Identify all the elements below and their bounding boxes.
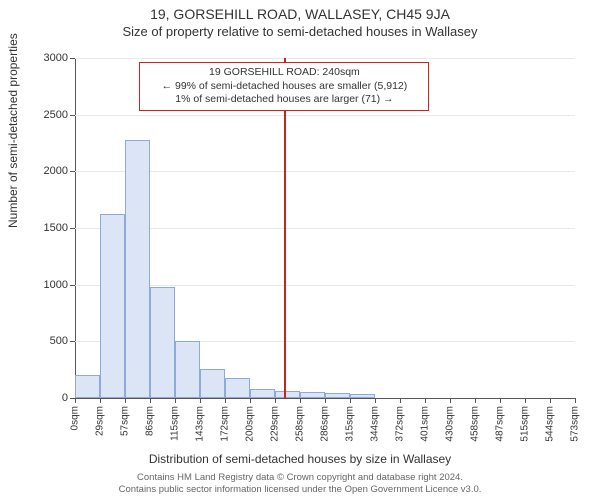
x-tick-label: 229sqm xyxy=(270,406,281,442)
y-tick-label: 500 xyxy=(8,335,68,347)
x-tick-mark xyxy=(75,398,76,403)
x-tick-mark xyxy=(125,398,126,403)
histogram-bar xyxy=(275,391,300,398)
x-tick-label: 86sqm xyxy=(145,406,156,436)
x-tick-mark xyxy=(225,398,226,403)
histogram-bar xyxy=(100,214,125,398)
footer: Contains HM Land Registry data © Crown c… xyxy=(0,472,600,496)
x-tick-label: 430sqm xyxy=(445,406,456,442)
histogram-bar xyxy=(150,287,175,398)
x-tick-label: 143sqm xyxy=(195,406,206,442)
histogram-bar xyxy=(175,341,200,398)
x-tick-label: 573sqm xyxy=(570,406,581,442)
x-tick-label: 315sqm xyxy=(345,406,356,442)
grid-line xyxy=(75,171,575,172)
y-tick-label: 1000 xyxy=(8,279,68,291)
histogram-bar xyxy=(125,140,150,398)
x-tick-label: 487sqm xyxy=(495,406,506,442)
histogram-bar xyxy=(225,378,250,398)
info-box-line-2: ← 99% of semi-detached houses are smalle… xyxy=(148,80,420,94)
y-tick-label: 1500 xyxy=(8,222,68,234)
chart-title-main: 19, GORSEHILL ROAD, WALLASEY, CH45 9JA xyxy=(0,0,600,22)
footer-line-1: Contains HM Land Registry data © Crown c… xyxy=(0,472,600,484)
x-tick-mark xyxy=(375,398,376,403)
x-tick-label: 0sqm xyxy=(70,406,81,430)
x-tick-mark xyxy=(525,398,526,403)
grid-line xyxy=(75,228,575,229)
grid-line xyxy=(75,58,575,59)
x-tick-mark xyxy=(250,398,251,403)
x-tick-label: 515sqm xyxy=(520,406,531,442)
x-tick-mark xyxy=(575,398,576,403)
x-tick-label: 344sqm xyxy=(370,406,381,442)
info-box: 19 GORSEHILL ROAD: 240sqm ← 99% of semi-… xyxy=(139,62,429,111)
x-tick-mark xyxy=(275,398,276,403)
x-tick-label: 544sqm xyxy=(545,406,556,442)
y-tick-label: 3000 xyxy=(8,52,68,64)
x-tick-mark xyxy=(175,398,176,403)
plot-area: 19 GORSEHILL ROAD: 240sqm ← 99% of semi-… xyxy=(75,58,575,398)
x-tick-mark xyxy=(400,398,401,403)
x-tick-label: 115sqm xyxy=(170,406,181,441)
x-tick-label: 401sqm xyxy=(420,406,431,442)
info-box-line-1: 19 GORSEHILL ROAD: 240sqm xyxy=(148,66,420,80)
x-tick-mark xyxy=(450,398,451,403)
x-tick-label: 458sqm xyxy=(470,406,481,442)
x-tick-mark xyxy=(350,398,351,403)
x-tick-label: 200sqm xyxy=(245,406,256,442)
x-tick-mark xyxy=(325,398,326,403)
x-tick-label: 372sqm xyxy=(395,406,406,442)
histogram-bar xyxy=(250,389,275,398)
x-tick-mark xyxy=(500,398,501,403)
footer-line-2: Contains public sector information licen… xyxy=(0,484,600,496)
histogram-bar xyxy=(200,369,225,398)
x-tick-mark xyxy=(550,398,551,403)
x-tick-label: 172sqm xyxy=(220,406,231,442)
grid-line xyxy=(75,115,575,116)
x-tick-mark xyxy=(475,398,476,403)
y-tick-label: 2500 xyxy=(8,109,68,121)
x-tick-label: 258sqm xyxy=(295,406,306,442)
x-tick-label: 286sqm xyxy=(320,406,331,442)
x-tick-mark xyxy=(100,398,101,403)
x-tick-mark xyxy=(150,398,151,403)
x-tick-mark xyxy=(300,398,301,403)
x-tick-mark xyxy=(425,398,426,403)
grid-line xyxy=(75,285,575,286)
y-tick-label: 0 xyxy=(8,392,68,404)
info-box-line-3: 1% of semi-detached houses are larger (7… xyxy=(148,93,420,107)
chart-title-sub: Size of property relative to semi-detach… xyxy=(0,22,600,39)
y-tick-label: 2000 xyxy=(8,165,68,177)
chart-container: 19, GORSEHILL ROAD, WALLASEY, CH45 9JA S… xyxy=(0,0,600,500)
x-tick-mark xyxy=(200,398,201,403)
x-axis-label: Distribution of semi-detached houses by … xyxy=(0,452,600,466)
histogram-bar xyxy=(75,375,100,398)
x-tick-label: 29sqm xyxy=(95,406,106,436)
x-tick-label: 57sqm xyxy=(120,406,131,436)
